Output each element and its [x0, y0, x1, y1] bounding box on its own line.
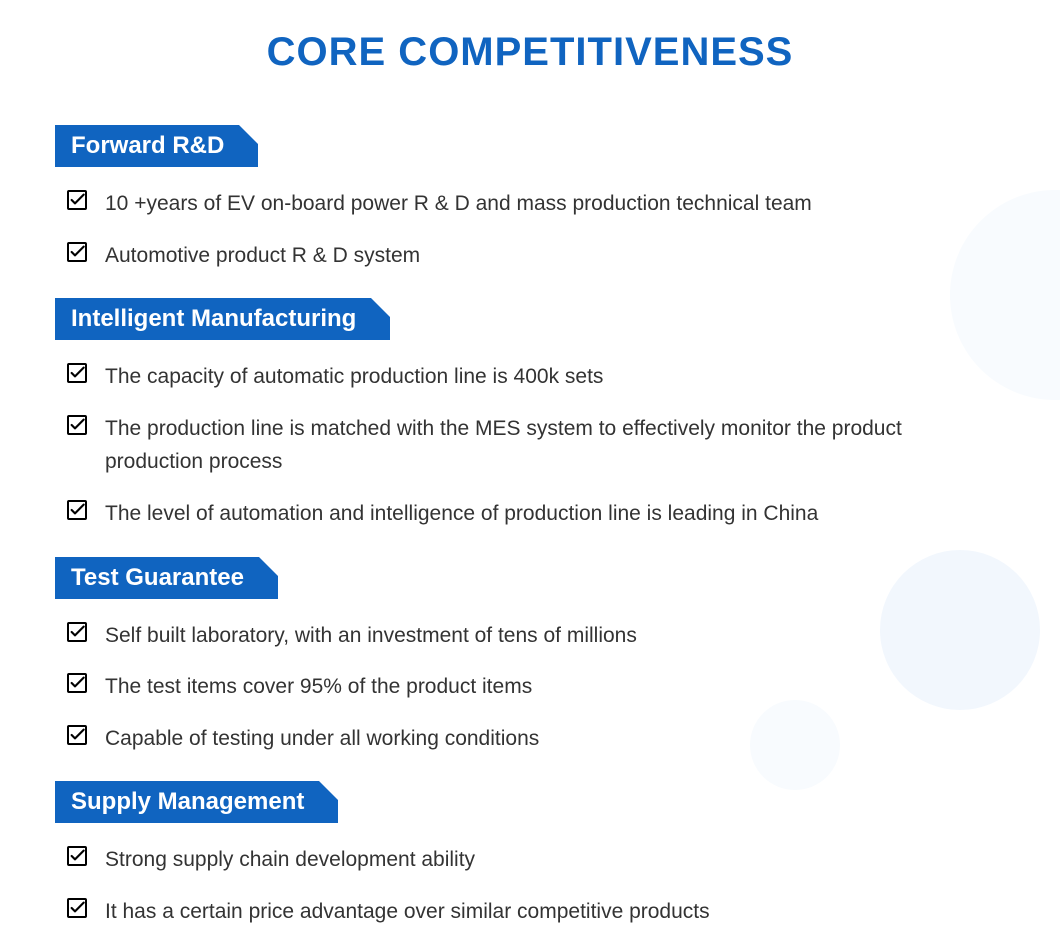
list-item: Self built laboratory, with an investmen… — [67, 619, 1005, 653]
checkmark-icon — [69, 243, 85, 261]
list-item-text: The production line is matched with the … — [105, 412, 985, 479]
list-item-text: Self built laboratory, with an investmen… — [105, 619, 637, 653]
list-item: 10 +years of EV on-board power R & D and… — [67, 187, 1005, 221]
list-item-text: 10 +years of EV on-board power R & D and… — [105, 187, 812, 221]
checkbox-icon — [67, 622, 87, 642]
checkmark-icon — [69, 726, 85, 744]
checkmark-icon — [69, 364, 85, 382]
list-item-text: It has a certain price advantage over si… — [105, 895, 710, 929]
checkbox-icon — [67, 242, 87, 262]
list-item-text: The test items cover 95% of the product … — [105, 670, 532, 704]
list-item: The production line is matched with the … — [67, 412, 1005, 479]
list-item: It has a certain price advantage over si… — [67, 895, 1005, 929]
list-item: Capable of testing under all working con… — [67, 722, 1005, 756]
section-heading: Test Guarantee — [55, 557, 278, 599]
list-item-text: Capable of testing under all working con… — [105, 722, 539, 756]
list-item-text: The level of automation and intelligence… — [105, 497, 818, 531]
list-item: The test items cover 95% of the product … — [67, 670, 1005, 704]
list-item: The capacity of automatic production lin… — [67, 360, 1005, 394]
section-heading: Supply Management — [55, 781, 338, 823]
sections-container: Forward R&D 10 +years of EV on-board powe… — [55, 125, 1005, 929]
list-item: The level of automation and intelligence… — [67, 497, 1005, 531]
checkbox-icon — [67, 500, 87, 520]
section: Test Guarantee Self built laboratory, wit… — [55, 557, 1005, 756]
checkmark-icon — [69, 623, 85, 641]
section: Forward R&D 10 +years of EV on-board powe… — [55, 125, 1005, 272]
list-item-text: Automotive product R & D system — [105, 239, 420, 273]
checkbox-icon — [67, 898, 87, 918]
checkbox-icon — [67, 725, 87, 745]
checkbox-icon — [67, 190, 87, 210]
page-title: CORE COMPETITIVENESS — [55, 30, 1005, 75]
checkmark-icon — [69, 416, 85, 434]
list-item: Automotive product R & D system — [67, 239, 1005, 273]
page: CORE COMPETITIVENESS Forward R&D 10 +year… — [0, 0, 1060, 929]
list-item-text: The capacity of automatic production lin… — [105, 360, 603, 394]
section-heading: Forward R&D — [55, 125, 258, 167]
checkbox-icon — [67, 846, 87, 866]
checkbox-icon — [67, 415, 87, 435]
checkmark-icon — [69, 191, 85, 209]
list-item: Strong supply chain development ability — [67, 843, 1005, 877]
list-item-text: Strong supply chain development ability — [105, 843, 475, 877]
checkmark-icon — [69, 501, 85, 519]
checkbox-icon — [67, 363, 87, 383]
checkbox-icon — [67, 673, 87, 693]
checkmark-icon — [69, 899, 85, 917]
section: Intelligent Manufacturing The capacity of… — [55, 298, 1005, 530]
section-heading: Intelligent Manufacturing — [55, 298, 390, 340]
section: Supply Management Strong supply chain dev… — [55, 781, 1005, 928]
checkmark-icon — [69, 674, 85, 692]
checkmark-icon — [69, 847, 85, 865]
